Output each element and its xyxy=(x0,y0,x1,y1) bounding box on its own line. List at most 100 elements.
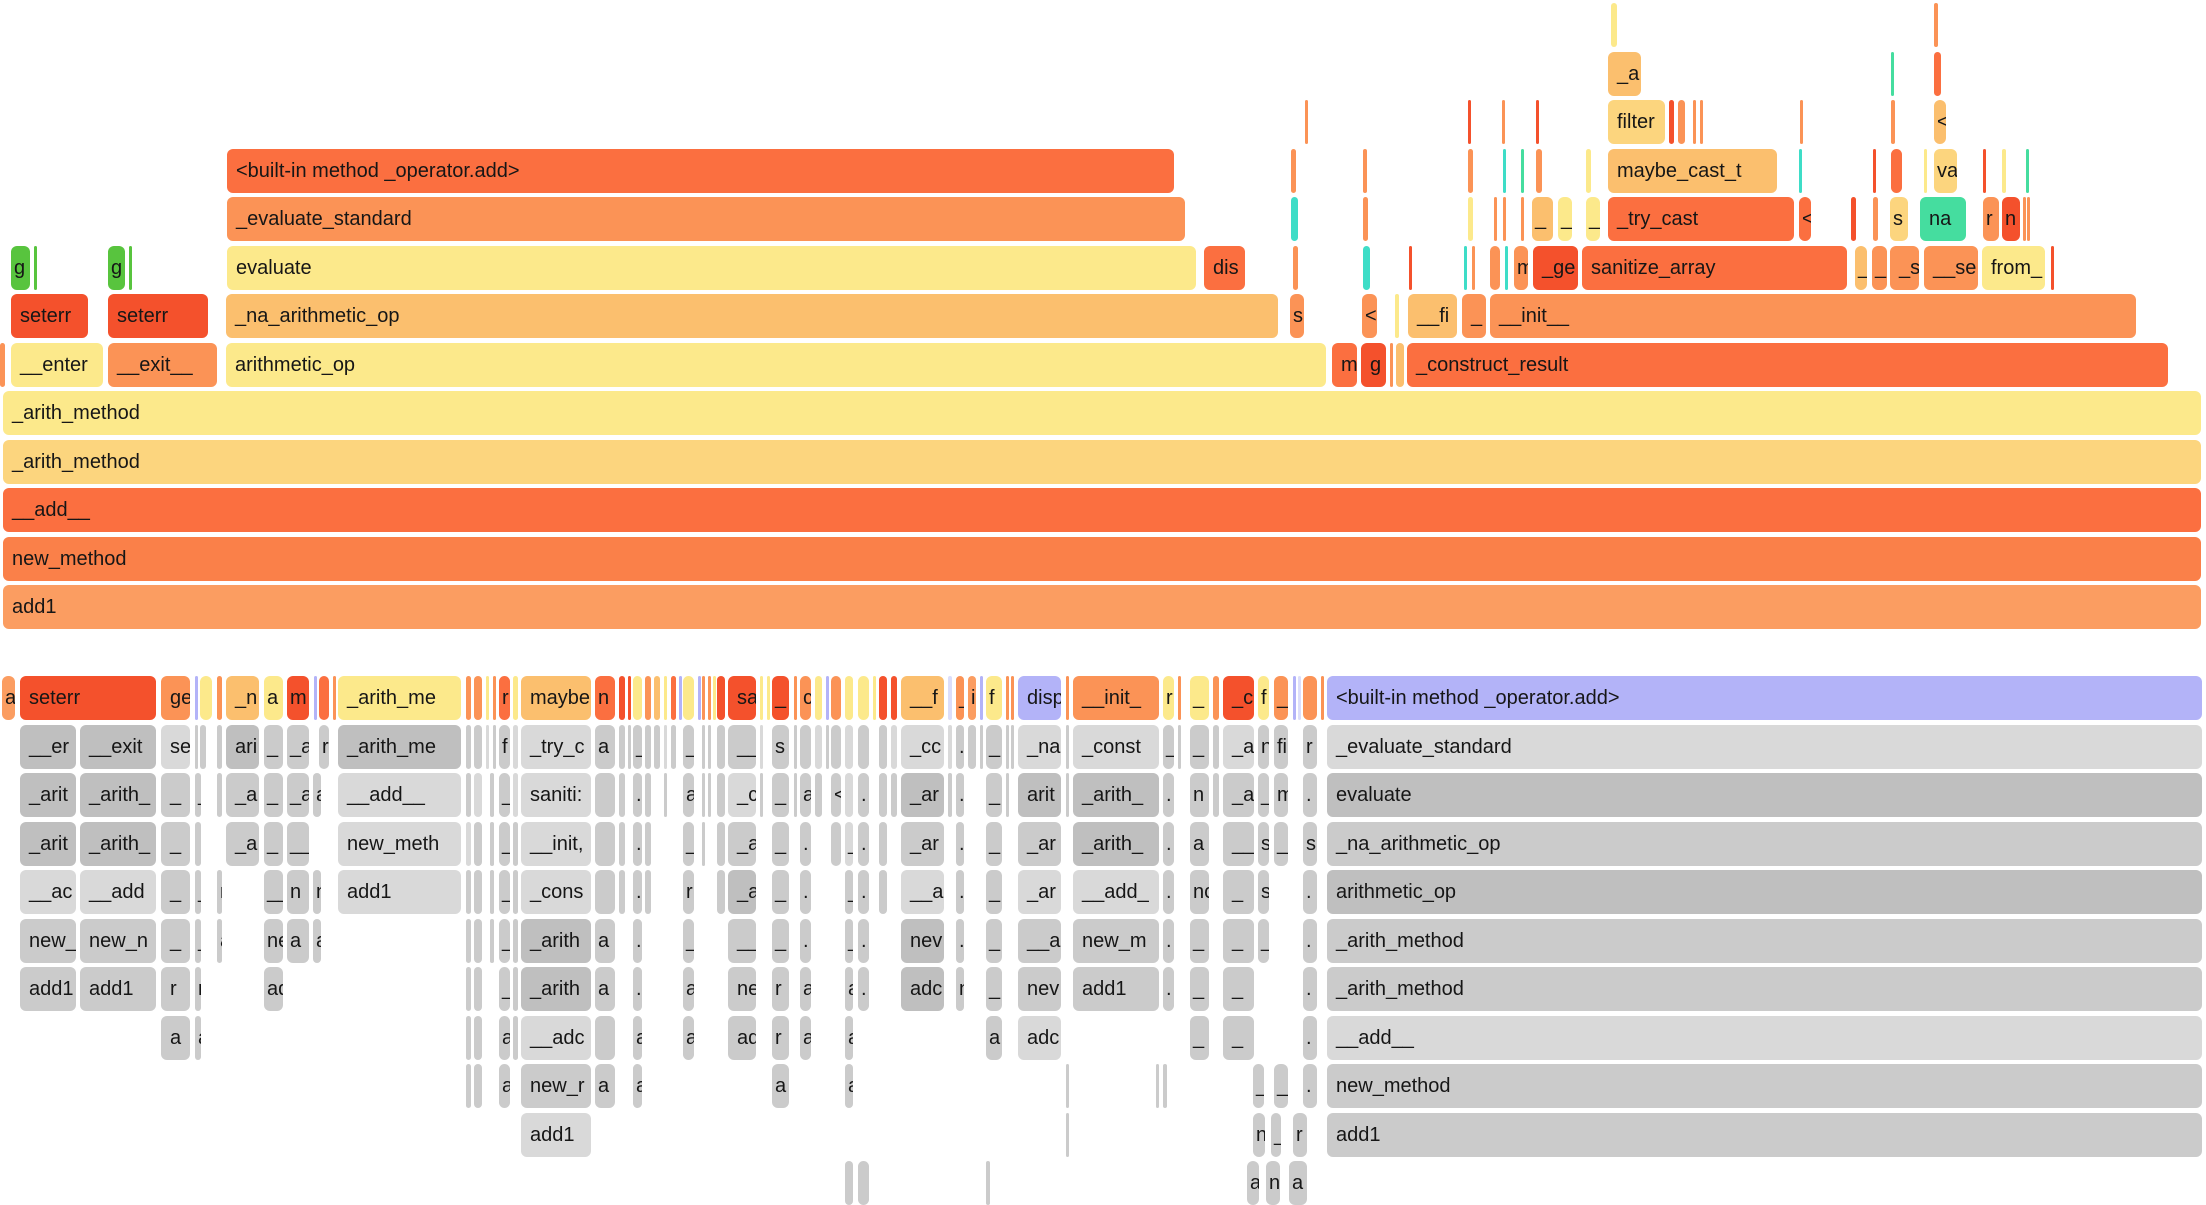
flame-frame[interactable] xyxy=(948,724,952,769)
flame-frame[interactable]: a xyxy=(1289,1161,1307,1205)
flame-frame[interactable]: add1 xyxy=(338,870,461,914)
flame-frame[interactable] xyxy=(474,773,482,817)
flame-frame[interactable]: evaluate xyxy=(227,245,1196,290)
flame-frame[interactable]: . xyxy=(1303,967,1317,1011)
flame-frame[interactable] xyxy=(1066,1112,1069,1157)
flame-frame[interactable]: _cc xyxy=(901,724,944,769)
flame-frame[interactable]: _ar xyxy=(901,821,944,866)
flame-frame[interactable] xyxy=(968,724,976,769)
flame-frame[interactable]: _arith_me xyxy=(338,676,461,720)
flame-frame[interactable] xyxy=(1066,676,1069,720)
flame-frame[interactable]: __f xyxy=(901,676,944,720)
flame-frame[interactable]: ac xyxy=(313,918,321,963)
flame-frame[interactable]: . xyxy=(858,870,869,914)
flame-frame[interactable]: . xyxy=(490,821,494,866)
flame-frame[interactable]: new_ xyxy=(20,918,76,963)
flame-frame[interactable] xyxy=(1490,245,1500,290)
flame-frame[interactable]: _arith_ xyxy=(1073,773,1159,817)
flame-frame[interactable] xyxy=(2026,148,2029,193)
flame-frame[interactable]: _ xyxy=(1532,197,1553,241)
flame-frame[interactable] xyxy=(1291,197,1298,241)
flame-frame[interactable]: a xyxy=(595,967,615,1011)
flame-frame[interactable]: n xyxy=(956,967,964,1011)
flame-frame[interactable]: __se xyxy=(1924,245,1978,290)
flame-frame[interactable] xyxy=(1891,148,1902,193)
flame-frame[interactable] xyxy=(717,821,725,866)
flame-frame[interactable] xyxy=(645,870,651,914)
flame-frame[interactable] xyxy=(474,1015,482,1060)
flame-frame[interactable] xyxy=(980,724,983,769)
flame-frame[interactable] xyxy=(1983,148,1986,193)
flame-frame[interactable]: _arit xyxy=(20,821,76,866)
flame-frame[interactable] xyxy=(1066,773,1069,817)
flame-frame[interactable]: _ar xyxy=(1018,821,1061,866)
flame-frame[interactable]: . xyxy=(1163,967,1174,1011)
flame-frame[interactable]: __exit xyxy=(80,724,156,769)
flame-frame[interactable] xyxy=(1468,148,1473,193)
flame-frame[interactable]: _c xyxy=(1223,676,1254,720)
flame-frame[interactable]: _ xyxy=(195,870,201,914)
flame-frame[interactable]: s xyxy=(1303,821,1317,866)
flame-frame[interactable]: _ xyxy=(1274,821,1288,866)
flame-frame[interactable] xyxy=(1586,148,1591,193)
flame-frame[interactable]: a xyxy=(499,1064,510,1108)
flame-frame[interactable] xyxy=(466,821,471,866)
flame-frame[interactable] xyxy=(1873,197,1878,241)
flame-frame[interactable] xyxy=(1363,197,1368,241)
flame-frame[interactable] xyxy=(717,870,725,914)
flame-frame[interactable] xyxy=(708,724,711,769)
flame-frame[interactable]: _ xyxy=(1163,724,1174,769)
flame-frame[interactable] xyxy=(654,676,660,720)
flame-frame[interactable]: r xyxy=(683,870,694,914)
flame-frame[interactable]: _ xyxy=(1190,676,1209,720)
flame-frame[interactable]: saniti: xyxy=(521,773,591,817)
flame-frame[interactable]: n xyxy=(595,676,615,720)
flame-frame[interactable] xyxy=(831,821,841,866)
flame-frame[interactable]: n xyxy=(1253,1112,1265,1157)
flame-frame[interactable]: __ xyxy=(264,870,283,914)
flame-frame[interactable]: va xyxy=(1934,148,1957,193)
flame-frame[interactable]: _ xyxy=(1253,1064,1264,1108)
flame-frame[interactable] xyxy=(679,676,682,720)
flame-frame[interactable]: _ xyxy=(845,918,853,963)
flame-frame[interactable] xyxy=(2051,245,2054,290)
flame-frame[interactable] xyxy=(794,724,797,769)
flame-frame[interactable]: f xyxy=(1258,676,1269,720)
flame-frame[interactable] xyxy=(493,676,496,720)
flame-frame[interactable]: _arith_method xyxy=(3,439,2201,484)
flame-frame[interactable]: _na_arithmetic_op xyxy=(1327,821,2202,866)
flame-frame[interactable] xyxy=(314,676,317,720)
flame-frame[interactable] xyxy=(319,676,329,720)
flame-frame[interactable] xyxy=(217,724,222,769)
flame-frame[interactable]: __ xyxy=(287,821,309,866)
flame-frame[interactable]: _ xyxy=(161,918,190,963)
flame-frame[interactable] xyxy=(513,870,518,914)
flame-frame[interactable]: s xyxy=(1258,870,1269,914)
flame-frame[interactable]: __ac xyxy=(20,870,76,914)
flame-frame[interactable] xyxy=(702,676,705,720)
flame-frame[interactable]: _a xyxy=(1223,773,1254,817)
flame-frame[interactable]: __ xyxy=(728,724,756,769)
flame-frame[interactable] xyxy=(466,676,471,720)
flame-frame[interactable]: . xyxy=(1303,1064,1317,1108)
flame-frame[interactable] xyxy=(1363,245,1370,290)
flame-frame[interactable]: a xyxy=(195,1015,201,1060)
flame-frame[interactable]: arithmetic_op xyxy=(226,342,1326,387)
flame-frame[interactable]: __add__ xyxy=(1327,1015,2202,1060)
flame-frame[interactable] xyxy=(760,773,763,817)
flame-frame[interactable] xyxy=(513,821,518,866)
flame-frame[interactable]: _ xyxy=(1855,245,1867,290)
flame-frame[interactable]: _arith xyxy=(521,967,591,1011)
flame-frame[interactable] xyxy=(466,773,471,817)
flame-frame[interactable]: add1 xyxy=(1327,1112,2202,1157)
flame-frame[interactable]: s xyxy=(772,724,789,769)
flame-frame[interactable] xyxy=(664,676,667,720)
flame-frame[interactable] xyxy=(466,724,471,769)
flame-frame[interactable] xyxy=(1505,245,1508,290)
flame-frame[interactable]: . xyxy=(1303,870,1317,914)
flame-frame[interactable]: _arith_ xyxy=(1073,821,1159,866)
flame-frame[interactable] xyxy=(1494,197,1497,241)
flame-frame[interactable] xyxy=(1891,100,1895,144)
flame-frame[interactable]: m xyxy=(287,676,309,720)
flame-frame[interactable]: n xyxy=(1258,724,1269,769)
